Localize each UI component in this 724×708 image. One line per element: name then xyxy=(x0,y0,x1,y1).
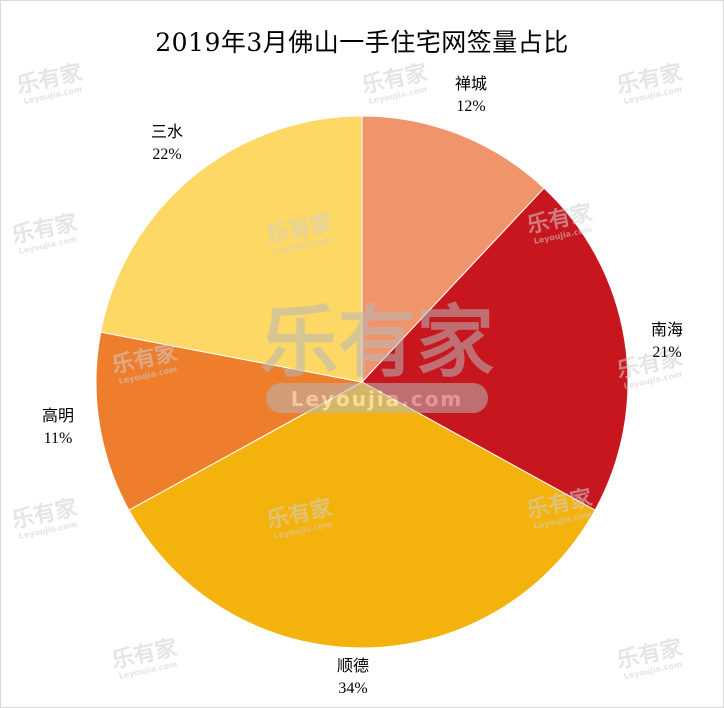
pie-slice-1 xyxy=(361,115,545,384)
labels-layer: 禅城 12% 南海 21% 顺德 34% 高明 11% 三水 22% xyxy=(42,74,683,697)
pie-slice-4 xyxy=(95,331,364,511)
slice-percent-label: 21% xyxy=(652,344,681,361)
slice-name-label: 南海 xyxy=(651,320,683,339)
slices-layer xyxy=(95,115,629,649)
slice-name-label: 高明 xyxy=(42,406,74,425)
slice-name-label: 三水 xyxy=(151,122,183,141)
slice-percent-label: 12% xyxy=(456,98,485,115)
slice-percent-label: 34% xyxy=(338,680,367,697)
chart-title: 2019年3月佛山一手住宅网签量占比 xyxy=(155,28,569,57)
slice-name-label: 顺德 xyxy=(337,656,369,675)
pie-slice-2 xyxy=(361,187,629,511)
slice-percent-label: 22% xyxy=(152,146,181,163)
svg-text:乐有家: 乐有家 xyxy=(260,298,494,388)
pie-slice-3 xyxy=(128,381,596,649)
slice-name-label: 禅城 xyxy=(455,74,487,93)
pie-slice-5 xyxy=(100,115,363,383)
svg-text:Leyoujia.com: Leyoujia.com xyxy=(291,387,464,411)
slice-percent-label: 11% xyxy=(44,430,73,447)
